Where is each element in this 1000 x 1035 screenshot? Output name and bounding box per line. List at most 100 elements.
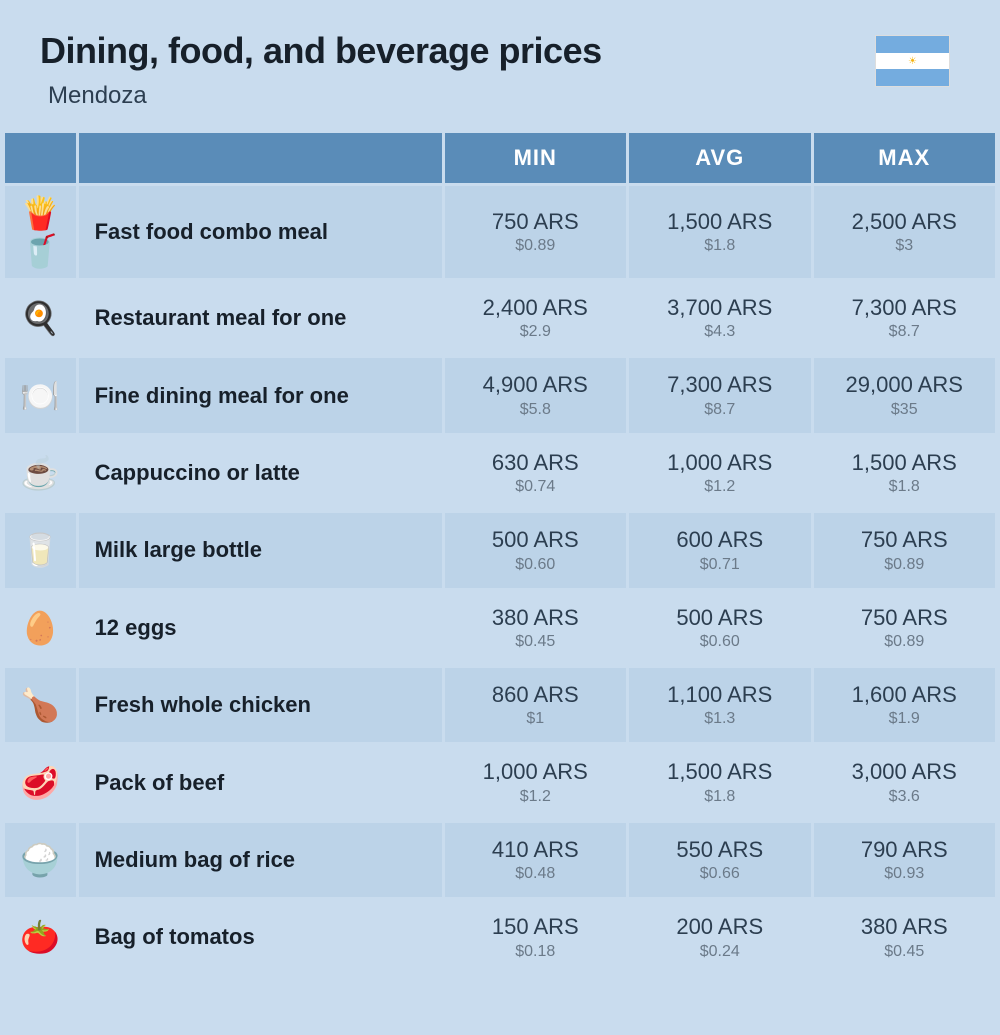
avg-price-cell: 1,000 ARS$1.2 (629, 436, 810, 510)
avg-price-usd: $4.3 (639, 323, 800, 341)
max-price-cell: 750 ARS $0.89 (814, 591, 996, 665)
min-price-ars: 860 ARS (455, 682, 616, 708)
min-price-cell: 860 ARS $1 (445, 668, 626, 742)
min-price-usd: $1 (455, 710, 616, 728)
avg-price-usd: $1.3 (639, 710, 800, 728)
min-price-cell: 2,400 ARS $2.9 (445, 281, 626, 355)
item-label: Fine dining meal for one (79, 358, 442, 432)
table-row: 🍗Fresh whole chicken 860 ARS $1 1,100 ARS $1… (5, 668, 995, 742)
avg-price-cell: 200 ARS $0.24 (629, 900, 810, 974)
avg-price-cell: 600 ARS $0.71 (629, 513, 810, 587)
max-price-cell: 7,300 ARS $8.7 (814, 281, 996, 355)
min-price-cell: 410 ARS$0.48 (445, 823, 626, 897)
min-price-cell: 380 ARS $0.45 (445, 591, 626, 665)
table-row: 🥩Pack of beef1,000 ARS$1.21,500 ARS$1.83… (5, 745, 995, 819)
max-price-cell: 1,500 ARS $1.8 (814, 436, 996, 510)
page-subtitle: Mendoza (48, 82, 875, 110)
item-label: Fresh whole chicken (79, 668, 442, 742)
table-row: 🥚12 eggs 380 ARS $0.45 500 ARS $0.60 750 ARS $… (5, 591, 995, 665)
min-price-usd: $0.89 (455, 237, 616, 255)
min-price-cell: 630 ARS$0.74 (445, 436, 626, 510)
avg-price-ars: 550 ARS (639, 837, 800, 863)
avg-price-ars: 3,700 ARS (639, 295, 800, 321)
avg-price-cell: 550 ARS $0.66 (629, 823, 810, 897)
avg-price-usd: $0.60 (639, 633, 800, 651)
item-label: Cappuccino or latte (79, 436, 442, 510)
max-price-ars: 3,000 ARS (824, 759, 986, 785)
max-price-ars: 2,500 ARS (824, 209, 986, 235)
max-price-usd: $0.89 (824, 633, 986, 651)
max-price-ars: 1,500 ARS (824, 450, 986, 476)
avg-price-ars: 200 ARS (639, 914, 800, 940)
max-price-usd: $35 (824, 401, 986, 419)
max-price-ars: 29,000 ARS (824, 372, 986, 398)
table-header-row: MIN AVG MAX (5, 133, 995, 183)
min-price-ars: 1,000 ARS (455, 759, 616, 785)
page-title: Dining, food, and beverage prices (40, 30, 875, 72)
max-price-usd: $3.6 (824, 788, 986, 806)
max-price-usd: $0.93 (824, 865, 986, 883)
avg-price-cell: 1,500 ARS$1.8 (629, 745, 810, 819)
col-max-header: MAX (814, 133, 996, 183)
chicken-icon: 🍗 (5, 668, 76, 742)
col-label-header (79, 133, 442, 183)
avg-price-ars: 600 ARS (639, 527, 800, 553)
min-price-ars: 380 ARS (455, 605, 616, 631)
min-price-cell: 1,000 ARS $1.2 (445, 745, 626, 819)
item-label: Restaurant meal for one (79, 281, 442, 355)
min-price-ars: 630 ARS (455, 450, 616, 476)
avg-price-ars: 7,300 ARS (639, 372, 800, 398)
avg-price-ars: 1,100 ARS (639, 682, 800, 708)
table-row: 🍚Medium bag of rice410 ARS$0.48 550 ARS $0… (5, 823, 995, 897)
min-price-usd: $1.2 (455, 788, 616, 806)
max-price-ars: 790 ARS (824, 837, 986, 863)
item-label: Medium bag of rice (79, 823, 442, 897)
avg-price-ars: 500 ARS (639, 605, 800, 631)
max-price-usd: $0.45 (824, 943, 986, 961)
min-price-ars: 150 ARS (455, 914, 616, 940)
max-price-usd: $1.9 (824, 710, 986, 728)
item-label: 12 eggs (79, 591, 442, 665)
min-price-cell: 750 ARS $0.89 (445, 186, 626, 278)
min-price-cell: 4,900 ARS$5.8 (445, 358, 626, 432)
tomato-icon: 🍅 (5, 900, 76, 974)
argentina-flag-icon: ☀ (875, 35, 950, 87)
col-avg-header: AVG (629, 133, 810, 183)
max-price-ars: 750 ARS (824, 605, 986, 631)
price-table: MIN AVG MAX 🍟🥤Fast food combo meal750 AR… (0, 130, 1000, 978)
header-text: Dining, food, and beverage prices Mendoz… (40, 30, 875, 110)
item-label: Milk large bottle (79, 513, 442, 587)
col-icon-header (5, 133, 76, 183)
max-price-cell: 3,000 ARS $3.6 (814, 745, 996, 819)
avg-price-usd: $0.66 (639, 865, 800, 883)
avg-price-usd: $0.71 (639, 556, 800, 574)
max-price-cell: 1,600 ARS $1.9 (814, 668, 996, 742)
eggs-icon: 🥚 (5, 591, 76, 665)
col-min-header: MIN (445, 133, 626, 183)
fine-dining-icon: 🍽️ (5, 358, 76, 432)
max-price-ars: 7,300 ARS (824, 295, 986, 321)
min-price-cell: 500 ARS$0.60 (445, 513, 626, 587)
coffee-icon: ☕ (5, 436, 76, 510)
min-price-cell: 150 ARS$0.18 (445, 900, 626, 974)
avg-price-usd: $0.24 (639, 943, 800, 961)
avg-price-ars: 1,000 ARS (639, 450, 800, 476)
max-price-ars: 1,600 ARS (824, 682, 986, 708)
min-price-usd: $2.9 (455, 323, 616, 341)
rice-icon: 🍚 (5, 823, 76, 897)
restaurant-meal-icon: 🍳 (5, 281, 76, 355)
page-header: Dining, food, and beverage prices Mendoz… (0, 0, 1000, 130)
max-price-cell: 380 ARS$0.45 (814, 900, 996, 974)
min-price-ars: 500 ARS (455, 527, 616, 553)
fast-food-icon: 🍟🥤 (5, 186, 76, 278)
avg-price-ars: 1,500 ARS (639, 759, 800, 785)
min-price-ars: 750 ARS (455, 209, 616, 235)
min-price-usd: $0.45 (455, 633, 616, 651)
min-price-usd: $5.8 (455, 401, 616, 419)
max-price-usd: $8.7 (824, 323, 986, 341)
min-price-ars: 2,400 ARS (455, 295, 616, 321)
max-price-usd: $1.8 (824, 478, 986, 496)
table-row: ☕Cappuccino or latte630 ARS$0.741,000 AR… (5, 436, 995, 510)
avg-price-cell: 1,100 ARS $1.3 (629, 668, 810, 742)
avg-price-cell: 3,700 ARS $4.3 (629, 281, 810, 355)
